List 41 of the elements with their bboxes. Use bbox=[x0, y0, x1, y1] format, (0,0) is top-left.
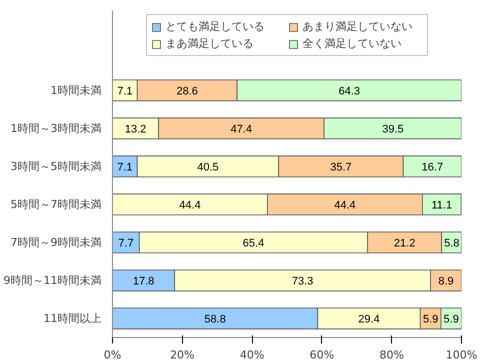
y-tick-label: 9時間～11時間未満 bbox=[4, 274, 102, 287]
legend-label: 全く満足していない bbox=[302, 36, 402, 51]
data-label: 7.1 bbox=[117, 161, 133, 174]
data-label: 5.9 bbox=[444, 313, 459, 326]
data-label: 73.3 bbox=[292, 275, 314, 288]
data-label: 44.4 bbox=[334, 199, 356, 212]
data-label: 16.7 bbox=[422, 161, 444, 174]
data-label: 47.4 bbox=[230, 123, 252, 136]
data-label: 28.6 bbox=[176, 85, 198, 98]
x-tick-label: 60% bbox=[310, 348, 334, 362]
legend-label: とても満足している bbox=[166, 19, 266, 34]
data-label: 64.3 bbox=[338, 85, 360, 98]
data-label: 11.1 bbox=[431, 199, 452, 212]
data-label: 7.7 bbox=[118, 237, 134, 250]
y-tick-label: 5時間～7時間未満 bbox=[10, 198, 102, 211]
y-tick-label: 1時間～3時間未満 bbox=[10, 122, 102, 135]
x-tick-label: 0% bbox=[104, 348, 122, 362]
x-tick-label: 80% bbox=[379, 348, 404, 362]
y-tick-label: 11時間以上 bbox=[44, 312, 102, 325]
y-tick-label: 7時間～9時間未満 bbox=[10, 236, 102, 249]
data-label: 58.8 bbox=[204, 313, 226, 326]
data-label: 13.2 bbox=[124, 123, 146, 136]
data-label: 40.5 bbox=[197, 161, 219, 174]
data-label: 39.5 bbox=[382, 123, 404, 136]
data-label: 35.7 bbox=[330, 161, 352, 174]
data-label: 65.4 bbox=[242, 237, 264, 250]
legend-label: まあ満足している bbox=[166, 36, 254, 51]
y-tick-label: 1時間未満 bbox=[50, 84, 102, 97]
x-tick-label: 100% bbox=[446, 348, 478, 362]
y-tick-label: 3時間～5時間未満 bbox=[10, 160, 102, 173]
data-label: 5.9 bbox=[422, 313, 438, 326]
data-label: 29.4 bbox=[358, 313, 380, 326]
legend-label: あまり満足していない bbox=[302, 19, 414, 34]
data-label: 44.4 bbox=[179, 199, 201, 212]
x-tick-label: 40% bbox=[240, 348, 264, 362]
data-label: 8.9 bbox=[438, 275, 454, 288]
x-tick-label: 20% bbox=[170, 348, 195, 362]
data-label: 5.8 bbox=[444, 237, 460, 250]
data-label: 7.1 bbox=[117, 85, 133, 98]
data-label: 17.8 bbox=[132, 275, 154, 288]
data-label: 21.2 bbox=[394, 237, 416, 250]
